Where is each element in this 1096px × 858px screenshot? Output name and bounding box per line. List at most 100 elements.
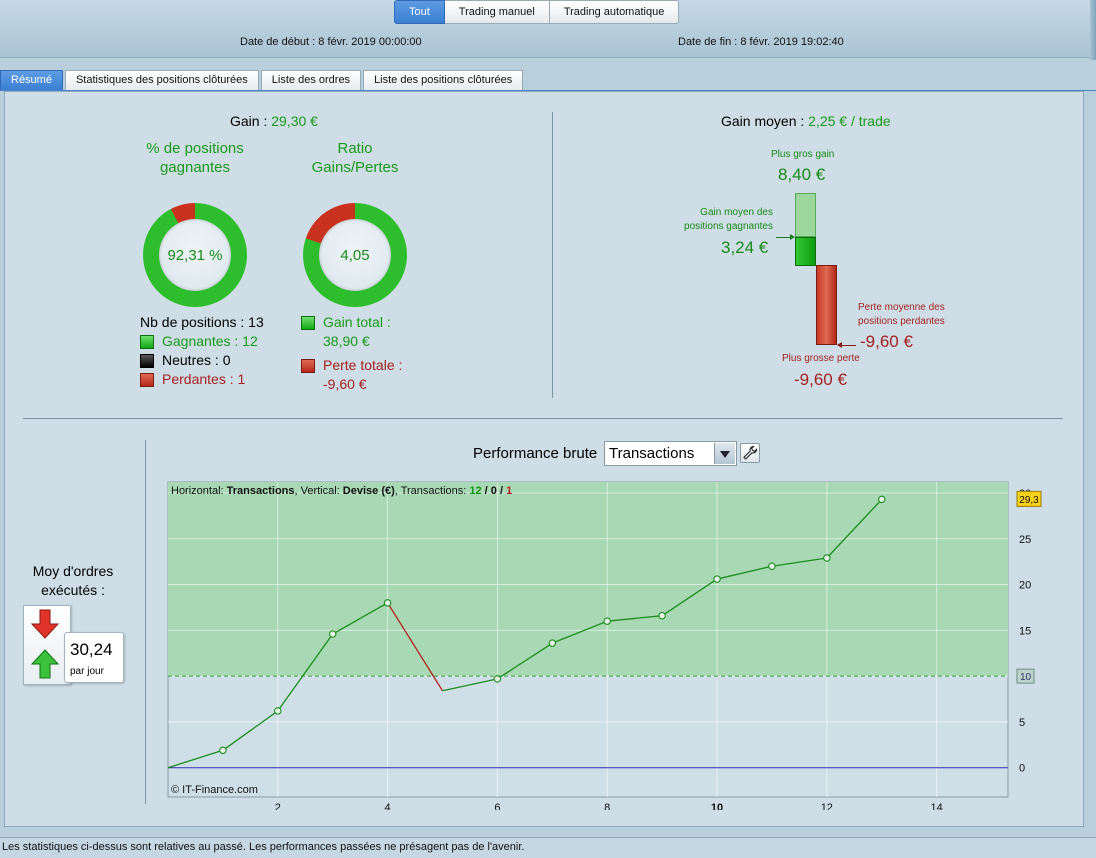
series-segment <box>332 602 388 635</box>
chart-info-part: / <box>497 485 506 497</box>
last-value-tag <box>1016 490 1042 507</box>
avg-win-bar <box>795 237 816 266</box>
win-pct-donut: 92,31 % <box>143 203 247 307</box>
mode-tab-automatic[interactable]: Trading automatique <box>549 0 680 24</box>
series-segment <box>661 578 718 617</box>
series-segment <box>716 565 773 580</box>
tab-order-list[interactable]: Liste des ordres <box>260 70 362 90</box>
black-swatch-icon <box>140 353 154 368</box>
y-tick-label: 0 <box>1019 763 1025 775</box>
chart-info-part: , Transactions: <box>395 485 470 497</box>
performance-select[interactable]: Transactions <box>604 441 737 466</box>
performance-label: Performance brute <box>473 445 598 462</box>
end-date: Date de fin : 8 févr. 2019 19:02:40 <box>678 36 844 48</box>
win-pct-title: % de positions gagnantes <box>146 140 244 176</box>
x-tick-label: 2 <box>275 802 281 810</box>
max-gain-value: 8,40 € <box>778 165 826 184</box>
gain-label: Gain : <box>230 113 272 129</box>
chart-info-part: Devise (€) <box>343 485 395 497</box>
series-segment <box>607 615 663 622</box>
chart-info-part: 0 <box>491 485 497 497</box>
x-tick-label: 4 <box>385 802 391 810</box>
chart-settings-button[interactable] <box>740 443 760 463</box>
max-loss-value: -9,60 € <box>794 370 847 389</box>
losers-count: Perdantes : 1 <box>162 371 246 387</box>
avg-win-value: 3,24 € <box>721 238 769 257</box>
mode-tab-manual[interactable]: Trading manuel <box>444 0 550 24</box>
legend-losers: Perdantes : 1 <box>140 370 264 389</box>
win-pct-value: 92,31 % <box>159 219 231 291</box>
x-tick-label: 8 <box>604 802 610 810</box>
header-bar: Tout Trading manuel Trading automatique … <box>0 0 1096 60</box>
orders-card <box>23 605 71 685</box>
tab-separator <box>0 90 1096 91</box>
green-swatch-icon <box>140 334 154 349</box>
avg-loss-label: Perte moyenne des positions perdantes <box>858 301 945 329</box>
data-point <box>768 562 776 570</box>
neutrals-count: Neutres : 0 <box>162 352 231 368</box>
positions-legend: Nb de positions : 13 Gagnantes : 12 Neut… <box>140 313 264 389</box>
winners-count: Gagnantes : 12 <box>162 333 258 349</box>
start-date: Date de début : 8 févr. 2019 00:00:00 <box>240 36 422 48</box>
mode-tabs: Tout Trading manuel Trading automatique <box>394 0 680 24</box>
summary-panel: Gain : 29,30 € % de positions gagnantes … <box>4 91 1084 827</box>
mode-tab-all[interactable]: Tout <box>394 0 445 24</box>
red-swatch-icon <box>301 358 315 373</box>
data-point <box>328 630 337 638</box>
data-point <box>658 611 666 620</box>
total-loss-value-row: -9,60 € <box>301 375 402 394</box>
chart-info-part: Horizontal: <box>171 485 227 497</box>
avg-loss-value: -9,60 € <box>860 332 913 351</box>
chart-info-part: Transactions <box>227 485 295 497</box>
chart-watermark: © IT-Finance.com <box>171 784 258 796</box>
orders-value: 30,24 <box>70 640 113 659</box>
red-swatch-icon <box>140 372 154 387</box>
x-tick-label: 14 <box>931 802 943 810</box>
max-gain-bar <box>795 193 816 237</box>
tab-summary[interactable]: Résumé <box>0 70 63 90</box>
data-point <box>548 639 557 647</box>
total-gain-label: Gain total : <box>323 314 391 330</box>
chart-info-line: Horizontal: Transactions, Vertical: Devi… <box>171 485 512 497</box>
chevron-down-icon[interactable] <box>714 443 735 464</box>
total-loss-label: Perte totale : <box>323 357 403 373</box>
divider-vertical-bottom <box>145 440 146 804</box>
series-segment <box>771 557 827 567</box>
tab-closed-position-list[interactable]: Liste des positions clôturées <box>363 70 524 90</box>
avg-loss-label-line1: Perte moyenne des <box>858 302 945 313</box>
chart-info-part: 1 <box>506 485 512 497</box>
performance-select-value: Transactions <box>609 445 695 462</box>
avg-gain-heading: Gain moyen : 2,25 € / trade <box>721 113 891 129</box>
data-point <box>713 575 721 583</box>
threshold-tag-label: 10 <box>1020 672 1032 683</box>
avg-win-label-line2: positions gagnantes <box>684 221 773 232</box>
legend-winners: Gagnantes : 12 <box>140 332 264 351</box>
divider-horizontal <box>23 418 1063 419</box>
tab-closed-position-stats[interactable]: Statistiques des positions clôturées <box>64 70 259 90</box>
chart-info-part: / <box>482 485 491 497</box>
series-segment <box>826 498 883 559</box>
avg-gain-label: Gain moyen : <box>721 113 809 129</box>
legend-total-loss: Perte totale : <box>301 356 402 375</box>
data-point <box>823 554 831 562</box>
divider-vertical-top <box>552 112 553 398</box>
data-point <box>877 495 886 504</box>
y-tick-label: 25 <box>1019 534 1031 546</box>
avg-gain-value: 2,25 € / trade <box>808 113 891 129</box>
orders-value-box: 30,24 par jour <box>64 632 124 683</box>
wrench-icon <box>743 445 758 460</box>
series-segment <box>387 602 444 692</box>
series-segment <box>222 710 279 751</box>
y-tick-label: 15 <box>1019 625 1031 637</box>
gain-heading: Gain : 29,30 € <box>230 113 318 129</box>
x-tick-label: 12 <box>821 802 833 810</box>
arrow-right-icon <box>776 234 795 240</box>
last-value-label: 29,3 <box>1019 495 1039 506</box>
avg-loss-label-line2: positions perdantes <box>858 316 945 327</box>
series-segment <box>277 633 334 712</box>
performance-chart-svg: 24681012140510152025301029,3Horizontal: … <box>167 481 1042 814</box>
data-point <box>383 599 392 607</box>
header-edge <box>1090 0 1096 60</box>
threshold-tag <box>1016 668 1035 684</box>
orders-title: Moy d'ordres exécutés : <box>32 563 114 598</box>
